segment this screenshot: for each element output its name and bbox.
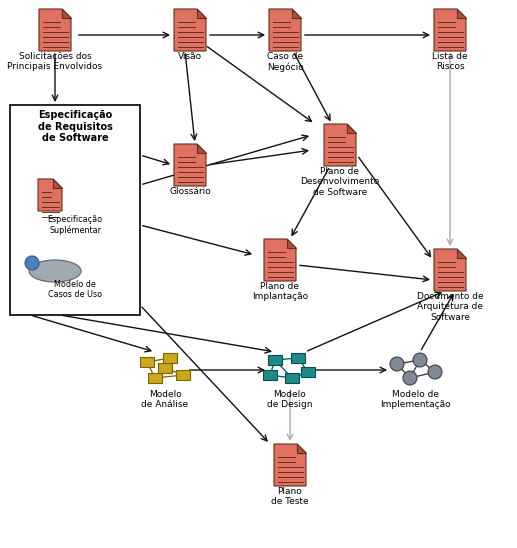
Bar [268, 355, 282, 365]
Bar [163, 353, 177, 363]
Text: Caso de
Negócio: Caso de Negócio [267, 52, 303, 72]
Polygon shape [287, 239, 296, 248]
Text: Modelo de
Casos de Uso: Modelo de Casos de Uso [48, 280, 102, 299]
Polygon shape [457, 9, 466, 18]
Polygon shape [347, 124, 356, 133]
Text: Especificação
Suplémentar: Especificação Suplémentar [48, 215, 102, 235]
Bar [263, 370, 277, 380]
Polygon shape [297, 444, 306, 453]
Ellipse shape [29, 260, 81, 282]
Text: Glossário: Glossário [169, 187, 211, 196]
Circle shape [390, 357, 404, 371]
Polygon shape [39, 9, 71, 51]
Bar [140, 357, 154, 367]
Bar [158, 363, 172, 373]
Text: Modelo de
Implementação: Modelo de Implementação [379, 390, 450, 409]
Text: Plano
de Teste: Plano de Teste [271, 487, 309, 506]
Circle shape [413, 353, 427, 367]
Text: Modelo
de Design: Modelo de Design [267, 390, 313, 409]
Circle shape [428, 365, 442, 379]
Polygon shape [197, 144, 206, 153]
Polygon shape [62, 9, 71, 18]
Text: Documento de
Arquitetura de
Software: Documento de Arquitetura de Software [417, 292, 483, 322]
Polygon shape [324, 124, 356, 166]
Polygon shape [434, 9, 466, 51]
Text: Visão: Visão [178, 52, 202, 61]
Text: Modelo
de Análise: Modelo de Análise [142, 390, 189, 409]
Bar [148, 373, 162, 383]
Polygon shape [434, 249, 466, 291]
Polygon shape [292, 9, 301, 18]
Polygon shape [38, 179, 62, 211]
Polygon shape [174, 9, 206, 51]
Polygon shape [174, 144, 206, 186]
Circle shape [25, 256, 39, 270]
Text: Plano de
Desenvolvimento
de Software: Plano de Desenvolvimento de Software [300, 167, 379, 197]
Polygon shape [264, 239, 296, 281]
Bar [301, 367, 315, 377]
Bar [291, 353, 305, 363]
Text: Lista de
Riscos: Lista de Riscos [432, 52, 468, 71]
Bar [176, 370, 190, 380]
Polygon shape [457, 249, 466, 258]
FancyBboxPatch shape [10, 105, 140, 315]
Text: Especificação
de Requisitos
de Software: Especificação de Requisitos de Software [38, 110, 112, 143]
Polygon shape [274, 444, 306, 486]
Bar [285, 373, 299, 383]
Circle shape [403, 371, 417, 385]
Polygon shape [269, 9, 301, 51]
Polygon shape [53, 179, 62, 188]
Text: Plano de
Implantação: Plano de Implantação [252, 282, 308, 301]
Polygon shape [197, 9, 206, 18]
Text: Solicitações dos
Principais Envolvidos: Solicitações dos Principais Envolvidos [7, 52, 102, 71]
